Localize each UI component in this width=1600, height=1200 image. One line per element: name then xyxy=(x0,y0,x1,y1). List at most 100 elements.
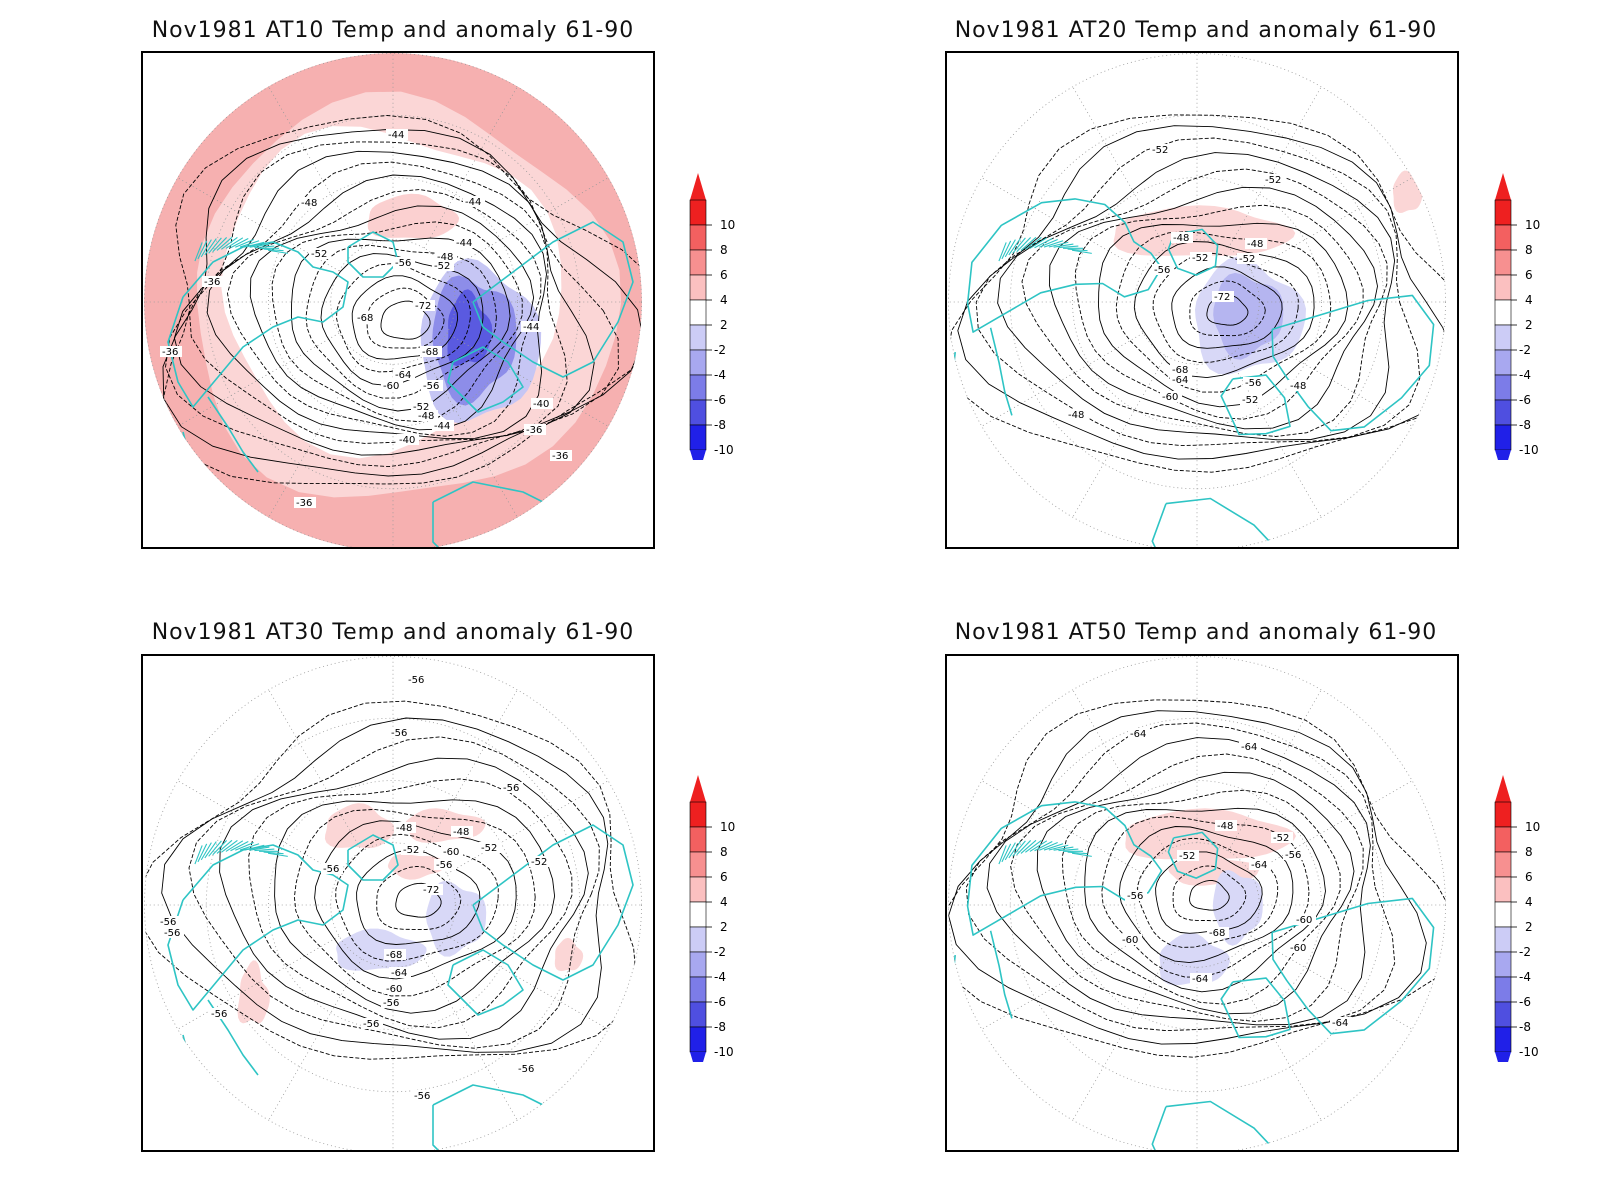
contour-label-bg xyxy=(202,276,224,287)
panel-4-title: Nov1981 AT50 Temp and anomaly 61-90 xyxy=(954,620,1438,645)
temperature-contour xyxy=(948,699,1446,1058)
contour-label: -64 xyxy=(1332,1018,1348,1029)
colorbar-segment xyxy=(689,324,707,351)
contour-label-bg xyxy=(294,497,316,508)
anomaly-shading xyxy=(404,808,486,843)
coastline-3 xyxy=(432,481,584,547)
temperature-contour xyxy=(965,722,1396,1032)
contour-label: -56 xyxy=(414,1091,430,1102)
panel-2-colorbar: 10 8 6 4 2 -2 -4 -6 -8 -10 xyxy=(1493,170,1563,460)
contour-label-bg xyxy=(1245,238,1267,249)
colorbar-segment xyxy=(689,199,707,226)
border-line xyxy=(221,839,238,853)
contour-label: -68 xyxy=(1209,928,1225,939)
contour-label: -52 xyxy=(403,845,419,856)
colorbar-segment xyxy=(689,1001,707,1028)
border-line xyxy=(1053,846,1074,851)
panel-4-colorbar: 10 8 6 4 2 -2 -4 -6 -8 -10 xyxy=(1493,772,1563,1062)
border-line xyxy=(249,243,270,248)
coastline-3 xyxy=(1151,497,1293,547)
colorbar-segment xyxy=(1494,374,1512,401)
contour-label-bg xyxy=(441,846,463,857)
border-line xyxy=(1016,840,1032,856)
border-line xyxy=(200,842,212,861)
colorbar-label: -4 xyxy=(1519,368,1531,382)
contour-label-bg xyxy=(1171,232,1193,243)
border-line xyxy=(1012,237,1026,254)
temperature-contour xyxy=(1189,880,1230,911)
contour-label: -60 xyxy=(1122,935,1138,946)
map-disc xyxy=(144,53,642,547)
coastline-6 xyxy=(989,930,1013,1019)
contour-label: -36 xyxy=(296,498,312,509)
colorbar-label: 4 xyxy=(1525,895,1533,909)
border-line xyxy=(263,851,284,855)
colorbar-segment xyxy=(689,826,707,853)
border-line xyxy=(1034,841,1053,852)
panel-1-title: Nov1981 AT10 Temp and anomaly 61-90 xyxy=(151,18,635,43)
colorbar-label: -6 xyxy=(714,995,726,1009)
coastline-1 xyxy=(1167,228,1219,276)
panel-2-map-svg: -52-52-48-48-52-56-52-72-68-64-60-56-52-… xyxy=(948,53,1446,547)
colorbar-label: -4 xyxy=(1519,970,1531,984)
border-line xyxy=(1039,238,1058,248)
colorbar-top-arrow xyxy=(690,775,706,802)
colorbar-label: 2 xyxy=(720,920,728,934)
colorbar-segment xyxy=(689,274,707,301)
contour-label-bg xyxy=(160,346,182,357)
colorbar-segment xyxy=(689,926,707,953)
colorbar-top-arrow xyxy=(690,173,706,200)
border-line xyxy=(1058,848,1079,852)
colorbar-segment xyxy=(1494,274,1512,301)
coastline-5 xyxy=(607,744,634,811)
contour-label-bg xyxy=(299,197,321,208)
colorbar-segment xyxy=(1494,224,1512,251)
colorbar-svg xyxy=(1494,173,1517,460)
colorbar-label: 4 xyxy=(720,895,728,909)
contour-label: -56 xyxy=(1245,378,1261,389)
contour-label: -40 xyxy=(399,435,415,446)
contour-label-bg xyxy=(1239,741,1261,752)
colorbar-segment xyxy=(1494,926,1512,953)
border-line xyxy=(1020,839,1037,854)
coastline-0 xyxy=(167,844,349,1011)
contour-label-bg xyxy=(411,401,433,412)
temperature-contour xyxy=(1115,231,1332,393)
colorbar-segment xyxy=(689,801,707,828)
colorbar-segment xyxy=(689,876,707,903)
panel-3-map: -56 -56 -56 -48 -48 -52 -52 -56 -60 -56 -52 -72 -56-… xyxy=(141,654,655,1152)
contour-label-bg xyxy=(393,369,415,380)
contour-label-bg xyxy=(432,260,454,271)
contour-label: -64 xyxy=(1192,974,1208,985)
colorbar-segment xyxy=(689,424,707,451)
contour-label-bg xyxy=(361,1018,383,1029)
colorbar-svg xyxy=(1494,775,1517,1062)
meridian-line xyxy=(446,935,609,1030)
contour-label: -44 xyxy=(434,421,450,432)
anomaly-shading xyxy=(1393,170,1424,213)
contour-label: -60 xyxy=(1162,392,1178,403)
contour-label: -56 xyxy=(160,917,176,928)
border-line xyxy=(239,843,260,851)
coastline-6 xyxy=(989,327,1013,416)
border-line xyxy=(212,840,228,856)
contour-label-bg xyxy=(389,727,411,738)
contour-label: -56 xyxy=(323,864,339,875)
contour-label-bg xyxy=(1288,380,1310,391)
contour-label: -60 xyxy=(443,847,459,858)
border-line xyxy=(1001,843,1012,863)
colorbar-label: 8 xyxy=(720,243,728,257)
contour-label: -60 xyxy=(386,984,402,995)
contour-label-bg xyxy=(1249,859,1271,870)
border-line xyxy=(230,238,249,249)
contour-label-bg xyxy=(1177,850,1199,861)
contour-label: -64 xyxy=(1241,742,1257,753)
coastline-3 xyxy=(432,1084,584,1150)
temperature-contour xyxy=(1048,186,1378,430)
contour-label-bg xyxy=(381,380,403,391)
colorbar-label: -8 xyxy=(1519,418,1531,432)
contour-label-bg xyxy=(321,863,343,874)
contour-label-bg xyxy=(1237,253,1259,264)
colorbar-segment xyxy=(689,851,707,878)
map-disc xyxy=(948,656,1446,1150)
